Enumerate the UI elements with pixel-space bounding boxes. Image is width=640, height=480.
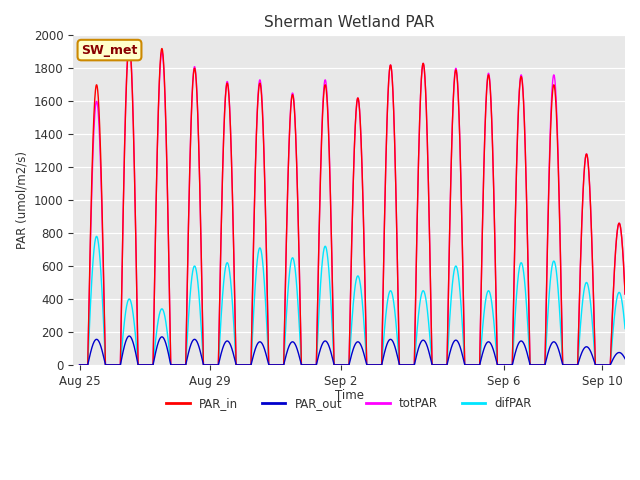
difPAR: [164, 337, 172, 343]
PAR_in: [472, 362, 480, 368]
Line: PAR_in: PAR_in: [79, 45, 635, 365]
totPAR: [472, 362, 480, 368]
difPAR: [93, 233, 100, 239]
difPAR: [631, 362, 639, 368]
Title: Sherman Wetland PAR: Sherman Wetland PAR: [264, 15, 435, 30]
Y-axis label: PAR (umol/m2/s): PAR (umol/m2/s): [15, 151, 28, 249]
Text: SW_met: SW_met: [81, 44, 138, 57]
PAR_in: [411, 338, 419, 344]
difPAR: [127, 297, 134, 303]
X-axis label: Time: Time: [335, 389, 364, 402]
difPAR: [417, 295, 424, 301]
difPAR: [76, 362, 83, 368]
Legend: PAR_in, PAR_out, totPAR, difPAR: PAR_in, PAR_out, totPAR, difPAR: [161, 393, 537, 415]
difPAR: [191, 264, 199, 270]
PAR_out: [411, 360, 419, 366]
Line: difPAR: difPAR: [79, 236, 635, 365]
totPAR: [417, 90, 424, 96]
PAR_in: [191, 68, 199, 74]
totPAR: [631, 362, 639, 368]
PAR_in: [164, 221, 172, 227]
PAR_out: [164, 349, 172, 355]
PAR_in: [127, 48, 134, 53]
totPAR: [191, 67, 199, 72]
PAR_in: [125, 42, 133, 48]
PAR_out: [76, 362, 83, 368]
Line: PAR_out: PAR_out: [79, 336, 635, 365]
PAR_in: [417, 90, 424, 96]
totPAR: [76, 362, 83, 368]
totPAR: [411, 338, 419, 344]
Line: totPAR: totPAR: [79, 42, 635, 365]
PAR_out: [631, 362, 639, 368]
PAR_in: [631, 362, 639, 368]
PAR_out: [191, 336, 199, 342]
totPAR: [164, 222, 172, 228]
totPAR: [127, 44, 134, 50]
PAR_out: [125, 333, 133, 339]
PAR_out: [417, 340, 424, 346]
difPAR: [472, 362, 480, 368]
totPAR: [125, 39, 133, 45]
PAR_in: [76, 362, 83, 368]
PAR_out: [472, 362, 480, 368]
difPAR: [411, 356, 419, 362]
PAR_out: [127, 334, 134, 339]
